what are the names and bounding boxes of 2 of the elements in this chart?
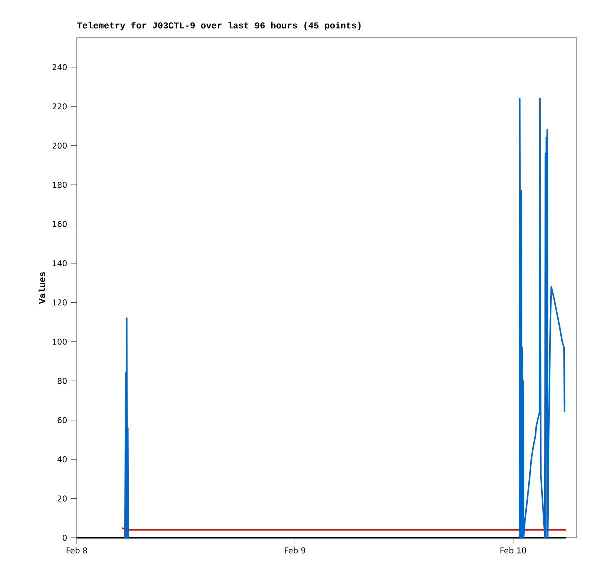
chart-title: Telemetry for J03CTL-9 over last 96 hours (45 points) xyxy=(77,22,361,30)
y-axis-title: Values xyxy=(38,272,46,304)
